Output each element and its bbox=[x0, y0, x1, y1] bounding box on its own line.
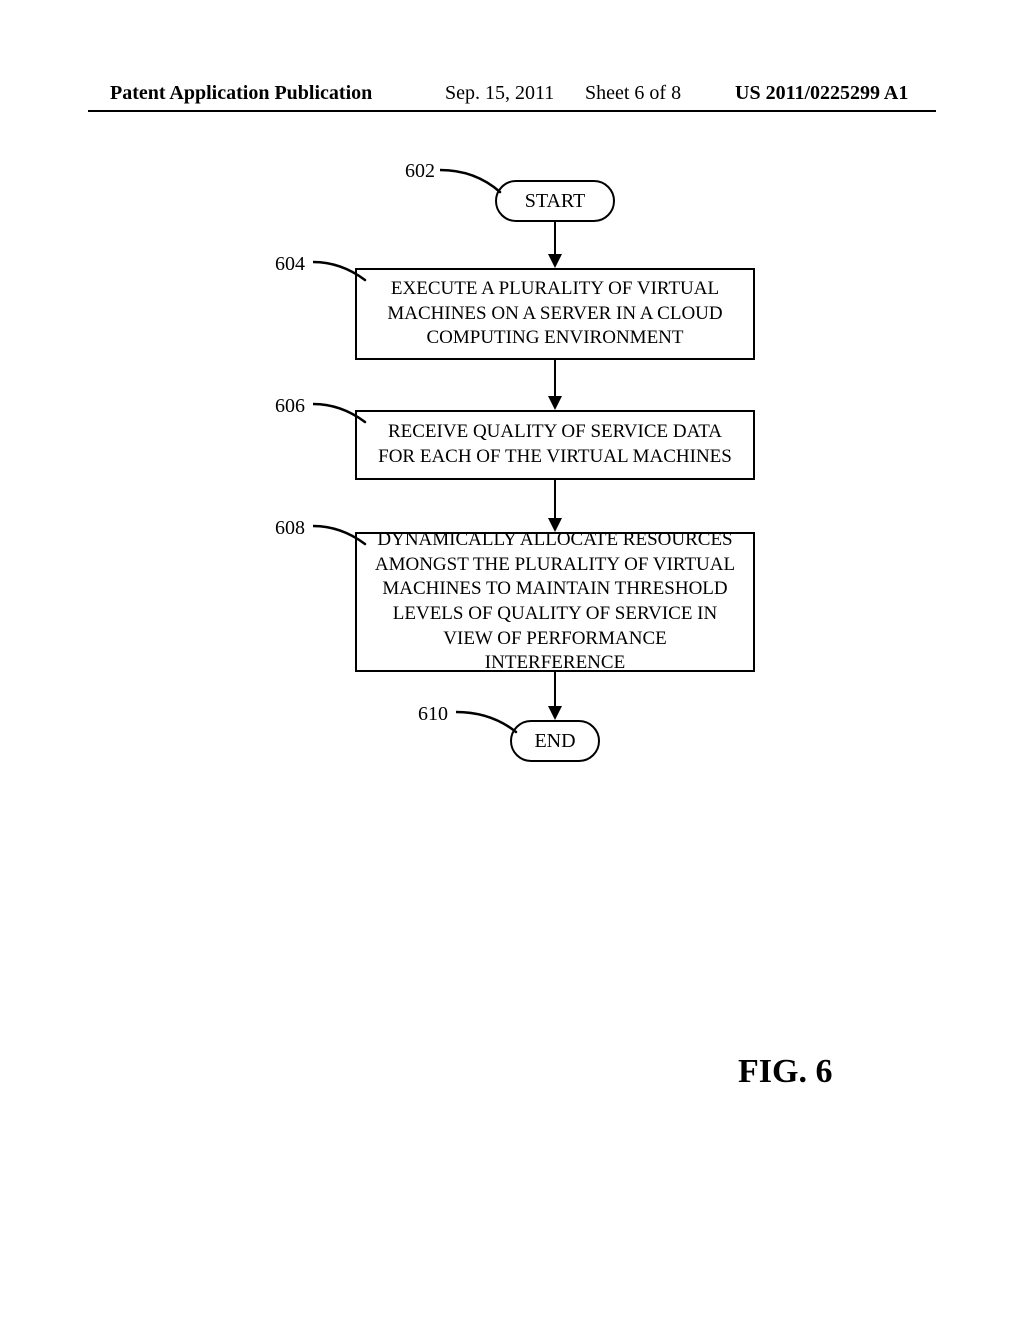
flowchart-edge-alloc-to-end bbox=[554, 672, 557, 706]
flowchart-exec-node: EXECUTE A PLURALITY OF VIRTUAL MACHINES … bbox=[355, 268, 755, 360]
flowchart-edge-recv-to-alloc bbox=[554, 480, 557, 518]
flowchart-end-node: END bbox=[510, 720, 600, 762]
ref-label-604: 604 bbox=[275, 253, 305, 276]
flowchart-alloc-node: DYNAMICALLY ALLOCATE RESOURCES AMONGST T… bbox=[355, 532, 755, 672]
flowchart-start-node: START bbox=[495, 180, 615, 222]
page: Patent Application Publication Sep. 15, … bbox=[0, 0, 1024, 1320]
flowchart-recv-node: RECEIVE QUALITY OF SERVICE DATA FOR EACH… bbox=[355, 410, 755, 480]
flowchart-arrowhead-start-to-exec bbox=[548, 254, 562, 268]
flowchart-arrowhead-alloc-to-end bbox=[548, 706, 562, 720]
ref-label-606: 606 bbox=[275, 395, 305, 418]
flowchart-arrowhead-recv-to-alloc bbox=[548, 518, 562, 532]
ref-label-602: 602 bbox=[405, 160, 435, 183]
ref-label-608: 608 bbox=[275, 517, 305, 540]
flowchart: START EXECUTE A PLURALITY OF VIRTUAL MACH… bbox=[0, 0, 1024, 1320]
figure-caption: FIG. 6 bbox=[738, 1053, 832, 1091]
flowchart-edge-start-to-exec bbox=[554, 222, 557, 254]
flowchart-arrowhead-exec-to-recv bbox=[548, 396, 562, 410]
ref-label-610: 610 bbox=[418, 703, 448, 726]
flowchart-edge-exec-to-recv bbox=[554, 360, 557, 396]
